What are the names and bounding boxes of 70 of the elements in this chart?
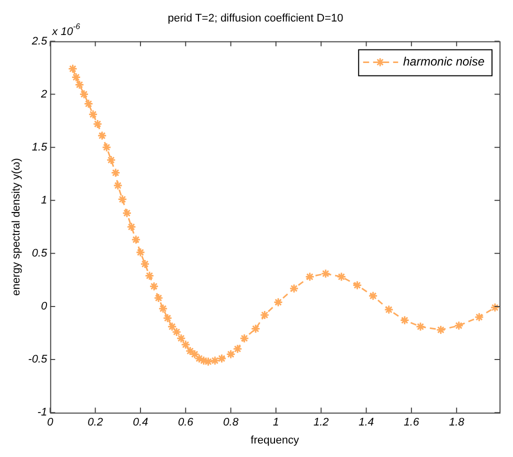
point [240,334,250,344]
point [122,208,132,218]
point [149,282,159,292]
point [226,349,236,359]
point [172,327,182,337]
point [203,356,213,366]
point [232,344,242,354]
point [289,284,299,294]
point [79,90,89,100]
x-tick-label: 1.6 [404,416,420,428]
point [167,322,177,332]
x-tick-label: 0.2 [88,416,103,428]
point [84,99,94,109]
x-tick-label: 0.8 [223,416,240,428]
point [162,313,172,323]
point [131,234,141,244]
point [106,155,116,165]
y-tick-label: 0.5 [32,247,48,260]
point [336,272,346,282]
x-axis-title: frequency [250,434,300,446]
point [250,324,260,334]
point [368,291,378,301]
y-axis-title: energy spectral density y(ω) [10,158,23,296]
point [74,80,84,90]
x-tick-label: 0.4 [132,416,148,428]
y-tick-label: 1 [41,194,48,206]
y-tick-label: 2.5 [30,35,48,48]
point [490,302,500,312]
point [273,297,283,307]
point [113,180,123,190]
x-tick-label: 1 [272,416,280,428]
x-tick-label: 1.8 [448,416,466,428]
point [384,304,394,314]
x-tick-label: 1.4 [358,416,374,428]
point [210,356,220,366]
point [352,280,362,290]
point [436,325,446,335]
point [454,320,464,330]
y-tick-label: 2 [40,88,48,100]
point [180,340,190,350]
chart-title: perid T=2; diffusion coefficient D=10 [168,12,344,25]
x-tick-label: 0.6 [178,416,194,428]
point [260,310,270,320]
y-tick-label: 1.5 [32,141,48,154]
point [97,130,107,140]
point [102,142,112,152]
point [217,354,227,364]
point [71,72,81,82]
point [474,312,484,322]
point [144,270,154,280]
point [320,268,330,278]
y-tick-label: -1 [37,406,48,419]
point [158,304,168,314]
point [110,168,120,178]
point [118,194,128,204]
point [416,322,426,332]
point [140,259,150,269]
point [400,316,410,326]
point [68,64,78,74]
point [126,222,136,232]
x-tick-label: 1.2 [313,416,329,428]
legend-label: harmonic noise [403,54,485,69]
point [176,334,186,344]
point [136,248,146,258]
point [305,272,315,282]
y-tick-label: 0 [41,300,48,313]
point [154,293,164,303]
point [92,119,102,129]
y-tick-label: -0.5 [28,354,48,366]
point [88,110,98,120]
